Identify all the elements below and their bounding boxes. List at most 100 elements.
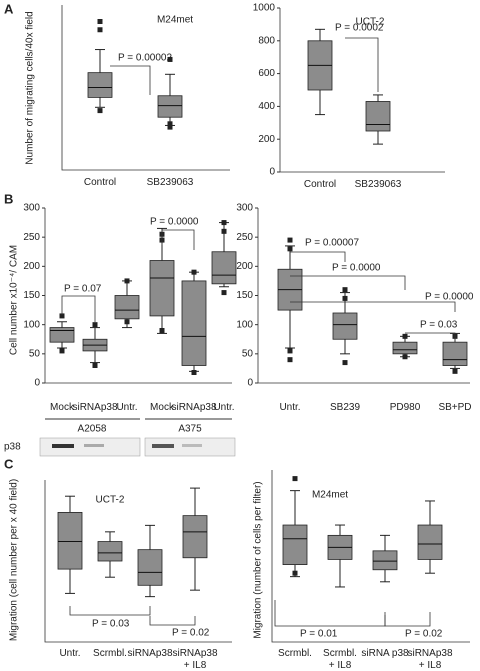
bracket [384, 612, 431, 627]
outlier [292, 570, 298, 576]
outlier [97, 27, 103, 33]
x-tick-label: SB239063 [355, 179, 402, 190]
outlier [287, 348, 293, 354]
x-tick-label: Scrmbl. [278, 648, 312, 659]
box [442, 341, 468, 366]
box [149, 260, 175, 317]
annotation: P = 0.00002 [118, 53, 172, 64]
x-tick-label: Scrmbl. + IL8 [323, 648, 357, 671]
y-tick-label: 800 [258, 35, 275, 46]
box [417, 524, 443, 560]
bracket [61, 295, 96, 322]
annotation: P = 0.0002 [335, 23, 384, 34]
box [181, 280, 207, 366]
y-tick-label: 250 [23, 232, 40, 243]
x-tick-label: SB+PD [438, 402, 471, 413]
x-tick-label: siRNAp38 [72, 402, 117, 413]
y-axis-label: Cell number x10⁻⁴/ CAM [9, 245, 20, 355]
outlier [124, 319, 130, 325]
y-tick-label: 400 [258, 101, 275, 112]
annotation: P = 0.07 [64, 284, 102, 295]
y-axis-label: Number of migrating cells/40x field [25, 11, 36, 164]
x-tick-label: siRNAp38 + IL8 [172, 648, 217, 671]
box [365, 101, 391, 132]
panel-label: B [4, 191, 13, 206]
bracket [161, 229, 195, 250]
y-tick-label: 300 [23, 203, 40, 214]
chart-title: UCT-2 [356, 17, 385, 28]
outlier [292, 476, 298, 482]
outlier [287, 357, 293, 363]
blot-label: p38 [4, 442, 21, 453]
outlier [124, 278, 130, 284]
box [182, 515, 208, 559]
y-tick-label: 0 [34, 378, 40, 389]
y-tick-label: 200 [258, 134, 275, 145]
group-label: A375 [178, 424, 202, 435]
annotation: P = 0.03 [92, 619, 130, 630]
annotation: P = 0.0000 [332, 263, 381, 274]
outlier [342, 295, 348, 301]
bracket [290, 251, 346, 262]
box [372, 550, 398, 571]
bracket [274, 600, 386, 627]
outlier [402, 354, 408, 360]
outlier [159, 328, 165, 333]
y-tick-label: 50 [242, 348, 254, 359]
box [87, 72, 113, 98]
x-tick-label: PD980 [390, 402, 421, 413]
box [49, 327, 75, 343]
axis [61, 5, 230, 171]
x-tick-label: Untr. [213, 402, 234, 413]
western-blot [39, 437, 236, 457]
y-tick-label: 0 [269, 167, 275, 178]
chart-title: UCT-2 [96, 495, 125, 506]
bracket [110, 65, 151, 95]
y-tick-label: 200 [236, 261, 253, 272]
box [97, 541, 123, 562]
y-axis-label: Migration (number of cells per filter) [253, 481, 264, 638]
outlier [59, 313, 65, 319]
box [57, 512, 83, 570]
box [157, 95, 183, 118]
y-axis-label: Migration (cell number per x 40 field) [9, 479, 20, 641]
outlier [452, 368, 458, 374]
y-tick-label: 600 [258, 68, 275, 79]
outlier [59, 348, 65, 354]
annotation: P = 0.02 [405, 629, 443, 640]
x-tick-label: Untr. [279, 402, 300, 413]
outlier [191, 269, 197, 275]
bracket [345, 37, 379, 92]
x-tick-label: Control [84, 177, 116, 188]
annotation: P = 0.03 [420, 320, 458, 331]
annotation: P = 0.0000 [425, 292, 474, 303]
y-tick-label: 250 [236, 232, 253, 243]
bracket [405, 332, 456, 342]
outlier [342, 360, 348, 366]
x-tick-label: Untr. [116, 402, 137, 413]
bracket [290, 275, 406, 290]
y-tick-label: 300 [236, 203, 253, 214]
y-tick-label: 1000 [253, 3, 276, 14]
annotation: P = 0.0000 [150, 217, 199, 228]
x-tick-label: siRNA p38 [361, 648, 409, 659]
bracket [149, 616, 196, 626]
group-label: A2058 [78, 424, 107, 435]
x-tick-label: SB239 [330, 402, 360, 413]
box [332, 312, 358, 340]
outlier [287, 237, 293, 243]
panel-label: C [4, 456, 14, 471]
x-tick-label: Scrmbl. [93, 648, 127, 659]
x-tick-label: siRNAp38 [127, 648, 172, 659]
x-tick-label: Mock [50, 402, 75, 413]
chart-title: M24met [157, 15, 193, 26]
outlier [221, 290, 227, 296]
box [282, 524, 308, 565]
annotation: P = 0.01 [300, 629, 338, 640]
x-tick-label: SB239063 [147, 177, 194, 188]
y-tick-label: 100 [23, 319, 40, 330]
outlier [287, 246, 293, 252]
bracket [69, 606, 151, 616]
x-tick-label: Control [304, 179, 336, 190]
